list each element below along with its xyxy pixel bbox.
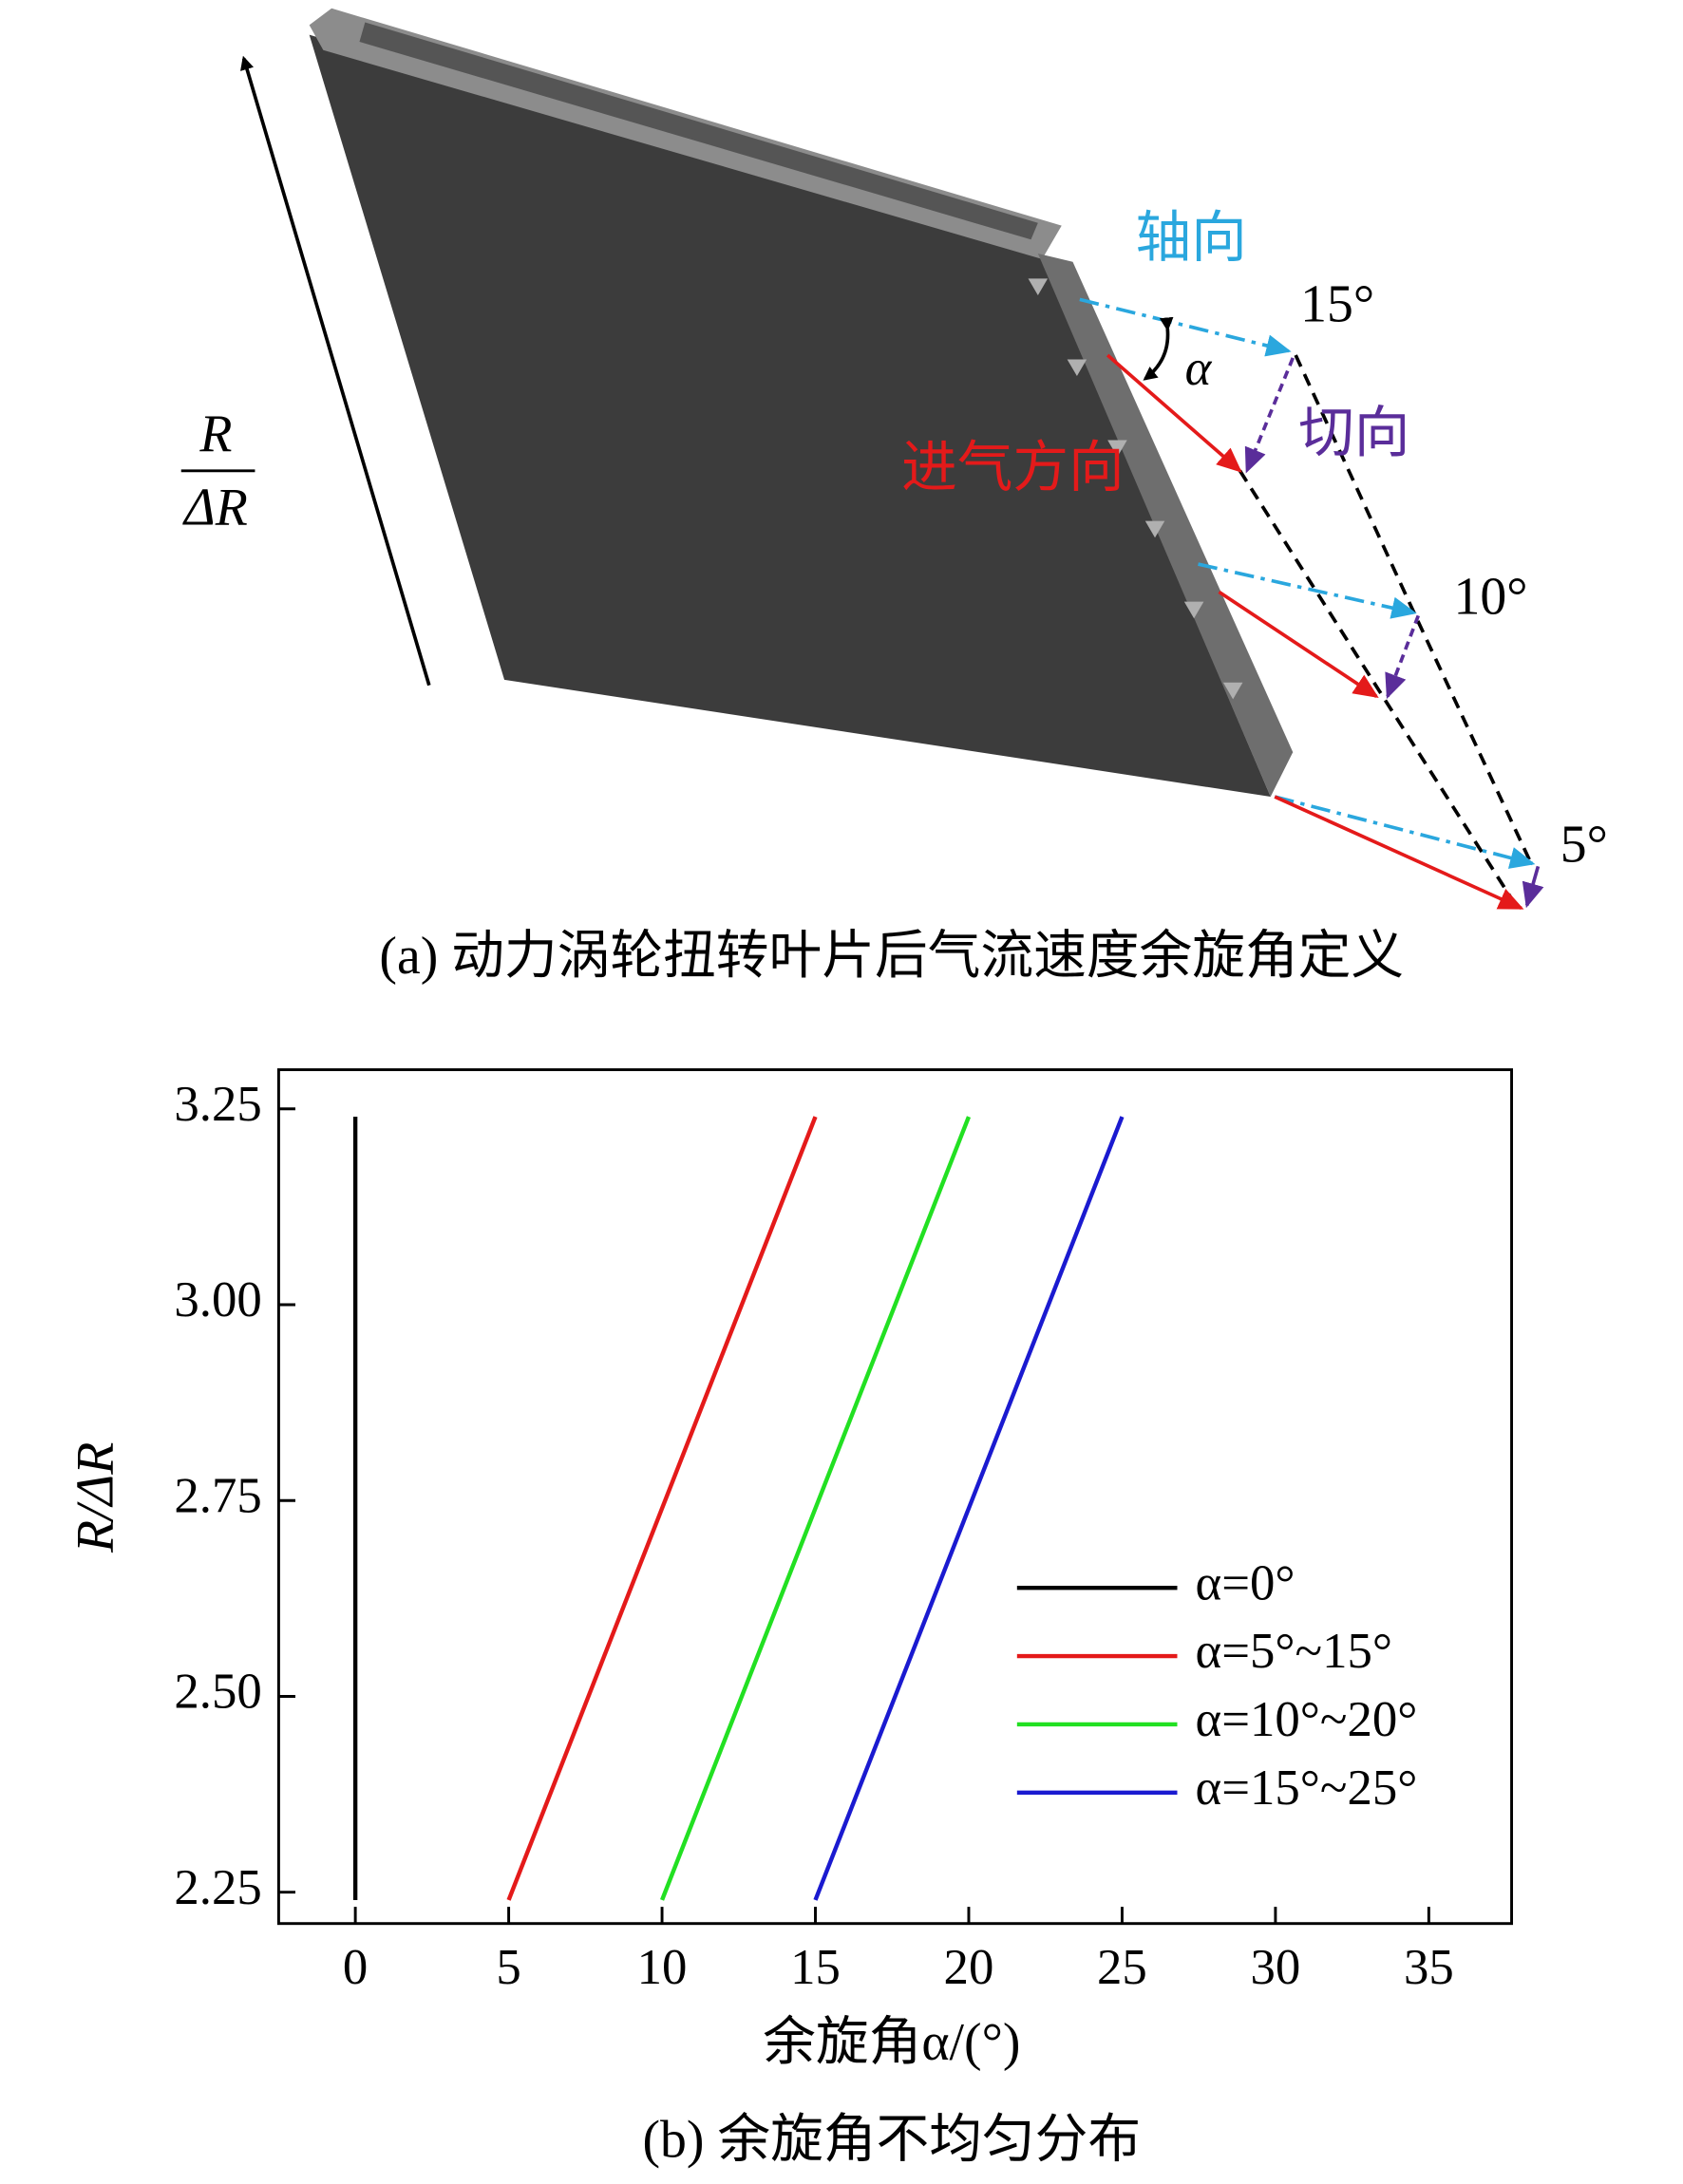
inflow-label: 进气方向 [901,437,1125,499]
y-tick-label: 2.50 [174,1665,261,1720]
x-tick-label: 0 [343,1940,368,1995]
angle-label: 15° [1300,274,1374,333]
blade-edge [1037,253,1294,798]
legend-label: α=10°~20° [1196,1692,1418,1747]
angle-label: 10° [1454,567,1528,626]
blade [309,34,1271,798]
blade-slot [359,22,1038,240]
x-tick-label: 10 [637,1940,688,1995]
y-tick-label: 3.00 [174,1272,261,1327]
series-line [506,1116,818,1901]
tangential-label: 切向 [1298,403,1409,464]
radius-denominator: ΔR [182,479,248,537]
radius-numerator: R [199,405,232,463]
x-axis-label: 余旋角α/(°) [763,2013,1020,2072]
x-tick-label: 30 [1250,1940,1300,1995]
vector-lines [1079,297,1544,911]
x-tick-label: 35 [1404,1940,1454,1995]
axial-label: 轴向 [1136,207,1247,269]
y-tick-label: 2.75 [174,1468,261,1523]
plot-frame [276,1068,1514,1926]
x-tick-label: 25 [1097,1940,1147,1995]
series-line [813,1116,1125,1901]
y-axis-label: R/ΔR [66,1442,124,1553]
x-tick-label: 15 [790,1940,841,1995]
legend-label: α=5°~15° [1196,1624,1392,1679]
blade-diagram: 轴向 15° α 切向 进气方向 10° 5° R ΔR (a) 动力涡轮扭转叶… [180,8,1608,986]
x-tick-label: 5 [496,1940,520,1995]
y-tick-label: 3.25 [174,1077,261,1132]
x-tick-label: 20 [944,1940,994,1995]
legend-label: α=15°~25° [1196,1760,1418,1816]
legend-label: α=0° [1196,1555,1295,1610]
radius-arrow [240,55,431,687]
caption: (a) 动力涡轮扭转叶片后气流速度余旋角定义 [379,927,1404,986]
edge-teeth [1028,278,1243,700]
series-line [660,1116,972,1901]
alpha-label: α [1185,341,1213,396]
y-tick-label: 2.25 [174,1860,261,1915]
caption: (b) 余旋角不均匀分布 [642,2111,1141,2170]
angle-label: 5° [1560,816,1608,875]
